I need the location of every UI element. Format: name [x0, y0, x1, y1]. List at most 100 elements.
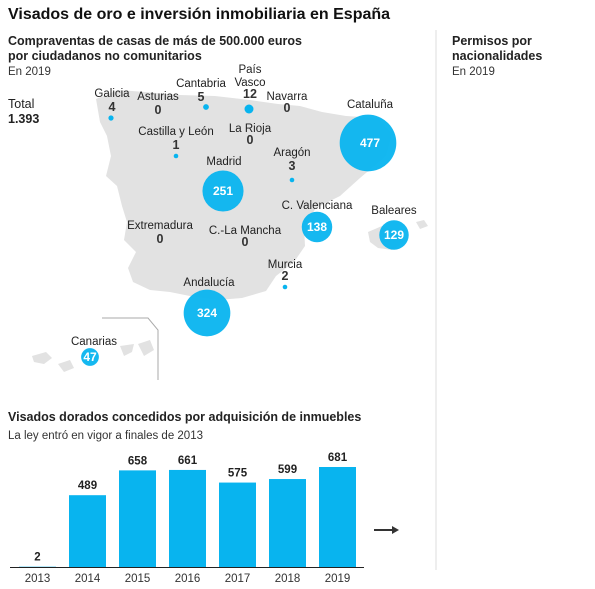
map-subtitle: En 2019: [8, 66, 51, 78]
x-tick-label: 2016: [175, 573, 201, 585]
bubble-c-valenciana: [301, 211, 333, 243]
region-label-line2: Vasco: [234, 77, 265, 89]
region-label: C. Valenciana: [282, 200, 353, 212]
region-andaluc-a: Andalucía 324: [183, 277, 235, 337]
total-label: Total: [8, 97, 34, 111]
bar-value-label: 658: [128, 455, 148, 467]
arrow-icon: [374, 526, 399, 534]
bar-2019: [319, 467, 356, 567]
bar-value-label: 661: [178, 455, 198, 467]
region-catalu-a: Cataluña 477: [339, 99, 397, 172]
x-tick-label: 2018: [275, 573, 301, 585]
region-label: Galicia: [94, 88, 130, 100]
region-value: 0: [247, 133, 254, 147]
bar-2017: [219, 482, 256, 567]
bar-chart-title: Visados dorados concedidos por adquisici…: [8, 410, 361, 424]
region-c-valenciana: C. Valenciana 138: [282, 200, 353, 243]
region-canarias: Canarias 47: [71, 336, 117, 366]
stack-subtitle: En 2019: [452, 66, 495, 78]
total-value: 1.393: [8, 112, 39, 126]
region-value: 2: [282, 269, 289, 283]
region-value: 47: [83, 350, 97, 364]
bar-value-label: 2: [34, 552, 40, 564]
region-label: Castilla y León: [138, 126, 213, 138]
region-label: Andalucía: [183, 277, 235, 289]
bar-2016: [169, 469, 206, 567]
bubble-pa-s-vasco: [244, 104, 254, 114]
region-label: Baleares: [371, 205, 417, 217]
bubble-canarias: [81, 348, 99, 366]
region-value: 12: [243, 87, 257, 101]
x-tick-label: 2015: [125, 573, 151, 585]
region-label: Asturias: [137, 91, 179, 103]
region-value: 477: [360, 136, 380, 150]
x-tick-label: 2019: [325, 573, 351, 585]
x-tick-label: 2017: [225, 573, 251, 585]
region-label: Extremadura: [127, 220, 193, 232]
bar-chart-subtitle: La ley entró en vigor a finales de 2013: [8, 430, 203, 442]
bar-2018: [269, 479, 306, 567]
bubble-galicia: [108, 115, 114, 121]
region-value: 0: [157, 232, 164, 246]
bubble-castilla-y-le-n: [173, 153, 179, 159]
region-value: 138: [307, 220, 327, 234]
region-label: Canarias: [71, 336, 117, 348]
region-value: 4: [109, 100, 116, 114]
bar-value-label: 599: [278, 464, 297, 476]
bar-value-label: 681: [328, 452, 348, 464]
bubble-arag-n: [289, 177, 295, 183]
region-baleares: Baleares 129: [371, 205, 417, 250]
region-value: 3: [289, 159, 296, 173]
bubble-cantabria: [203, 104, 209, 110]
region-value: 324: [197, 306, 217, 320]
region-value: 5: [198, 90, 205, 104]
region-label-line1: País: [238, 64, 261, 76]
bubble-andaluc-a: [183, 289, 231, 337]
region-label: Madrid: [206, 156, 241, 168]
stack-title-line1: Permisos por: [452, 34, 532, 48]
region-label: La Rioja: [229, 123, 272, 135]
bar-chart: Visados dorados concedidos por adquisici…: [8, 410, 364, 585]
region-label: Cataluña: [347, 99, 394, 111]
bubble-baleares: [379, 220, 409, 250]
region-label: C.-La Mancha: [209, 225, 282, 237]
region-madrid: Madrid 251: [202, 156, 244, 212]
bar-2014: [69, 495, 106, 567]
bar-2015: [119, 470, 156, 567]
region-value: 0: [284, 101, 291, 115]
bar-value-label: 489: [78, 480, 97, 492]
page-title: Visados de oro e inversión inmobiliaria …: [8, 6, 390, 23]
region-value: 129: [384, 228, 404, 242]
region-label: Aragón: [273, 147, 310, 159]
map-title-line1: Compraventas de casas de más de 500.000 …: [8, 34, 302, 48]
stack-title-line2: nacionalidades: [452, 49, 542, 63]
bubble-murcia: [282, 284, 288, 290]
bubble-madrid: [202, 170, 244, 212]
region-value: 251: [213, 184, 233, 198]
region-value: 1: [173, 138, 180, 152]
region-label: Navarra: [267, 91, 309, 103]
bubble-catalu-a: [339, 114, 397, 172]
bar-value-label: 575: [228, 468, 248, 480]
map-title-line2: por ciudadanos no comunitarios: [8, 49, 202, 63]
region-label: Murcia: [268, 259, 303, 271]
x-tick-label: 2013: [25, 573, 51, 585]
x-tick-label: 2014: [75, 573, 101, 585]
region-label: Cantabria: [176, 78, 226, 90]
region-value: 0: [155, 103, 162, 117]
